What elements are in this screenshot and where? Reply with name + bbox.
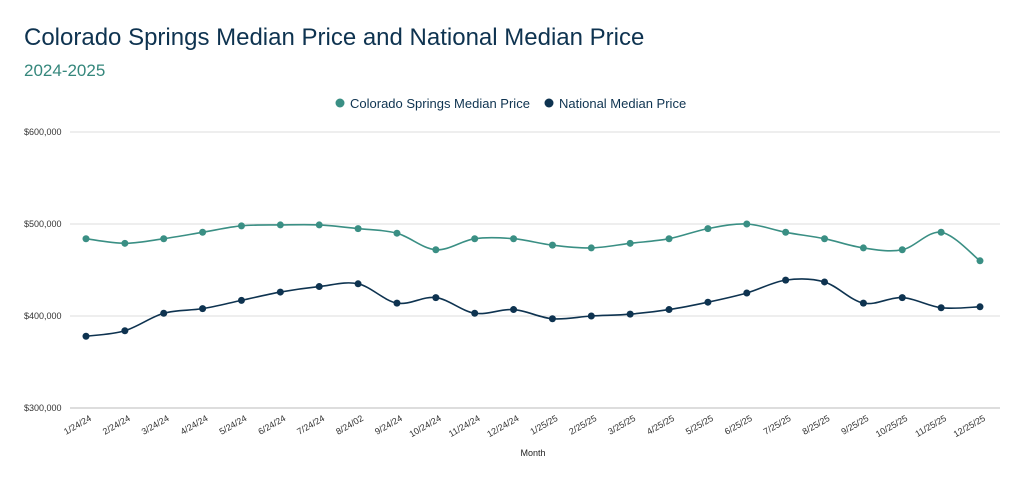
data-point: [199, 305, 207, 313]
legend-marker: [544, 98, 554, 108]
data-point: [276, 221, 284, 229]
x-tick-label: 2/24/24: [101, 413, 132, 437]
data-point: [199, 228, 207, 236]
x-tick-label: 6/24/24: [256, 413, 287, 437]
data-point: [354, 280, 362, 288]
data-point: [976, 303, 984, 311]
data-point: [587, 312, 595, 320]
data-point: [665, 306, 673, 314]
data-point: [432, 246, 440, 254]
legend-label: Colorado Springs Median Price: [350, 96, 530, 111]
data-point: [510, 235, 518, 243]
x-tick-label: 3/24/24: [140, 413, 171, 437]
data-point: [898, 246, 906, 254]
data-point: [859, 244, 867, 252]
x-tick-label: 5/25/25: [684, 413, 715, 437]
x-tick-label: 12/24/24: [485, 413, 520, 439]
data-point: [704, 298, 712, 306]
data-point: [548, 315, 556, 323]
data-point: [82, 332, 90, 340]
x-tick-label: 7/24/24: [295, 413, 326, 437]
data-point: [237, 296, 245, 304]
data-point: [82, 235, 90, 243]
legend-marker: [335, 98, 345, 108]
x-tick-label: 8/25/25: [801, 413, 832, 437]
data-point: [626, 310, 634, 318]
x-tick-label: 3/25/25: [606, 413, 637, 437]
data-point: [743, 289, 751, 297]
data-point: [782, 228, 790, 236]
data-point: [160, 235, 168, 243]
y-tick-label: $300,000: [24, 403, 62, 413]
x-tick-label: 4/25/25: [645, 413, 676, 437]
data-point: [121, 239, 129, 247]
chart-subtitle: 2024-2025: [24, 61, 106, 80]
x-tick-label: 7/25/25: [762, 413, 793, 437]
x-tick-label: 5/24/24: [217, 413, 248, 437]
data-point: [315, 283, 323, 291]
data-point: [704, 225, 712, 233]
data-point: [121, 327, 129, 335]
data-point: [471, 235, 479, 243]
data-point: [276, 288, 284, 296]
data-point: [937, 304, 945, 312]
data-point: [393, 299, 401, 307]
x-tick-label: 6/25/25: [723, 413, 754, 437]
data-point: [937, 228, 945, 236]
data-point: [821, 235, 829, 243]
x-tick-label: 2/25/25: [567, 413, 598, 437]
x-tick-label: 8/24/02: [334, 413, 365, 437]
data-point: [587, 244, 595, 252]
data-point: [393, 229, 401, 237]
x-tick-label: 11/24/24: [447, 413, 482, 439]
x-tick-label: 9/25/25: [839, 413, 870, 437]
x-tick-label: 10/25/25: [874, 413, 909, 439]
data-point: [821, 278, 829, 286]
x-tick-label: 10/24/24: [407, 413, 442, 439]
x-tick-label: 11/25/25: [913, 413, 948, 439]
data-point: [510, 306, 518, 314]
data-point: [160, 309, 168, 317]
data-point: [743, 220, 751, 228]
data-point: [665, 235, 673, 243]
data-point: [354, 225, 362, 233]
x-tick-label: 4/24/24: [179, 413, 210, 437]
x-tick-label: 12/25/25: [952, 413, 987, 439]
x-tick-label: 1/24/24: [62, 413, 93, 437]
data-point: [782, 276, 790, 284]
chart-title: Colorado Springs Median Price and Nation…: [24, 24, 645, 51]
x-tick-label: 1/25/25: [528, 413, 559, 437]
legend-label: National Median Price: [559, 96, 686, 111]
data-point: [315, 221, 323, 229]
x-tick-label: 9/24/24: [373, 413, 404, 437]
data-point: [237, 222, 245, 230]
data-point: [626, 239, 634, 247]
y-tick-label: $500,000: [24, 219, 62, 229]
data-point: [471, 309, 479, 317]
data-point: [976, 257, 984, 265]
data-point: [898, 294, 906, 302]
data-point: [432, 294, 440, 302]
y-tick-label: $600,000: [24, 127, 62, 137]
data-point: [859, 299, 867, 307]
x-axis-label: Month: [520, 448, 545, 458]
data-point: [548, 241, 556, 249]
series-line: [85, 278, 981, 338]
y-tick-label: $400,000: [24, 311, 62, 321]
series-line: [85, 223, 981, 262]
